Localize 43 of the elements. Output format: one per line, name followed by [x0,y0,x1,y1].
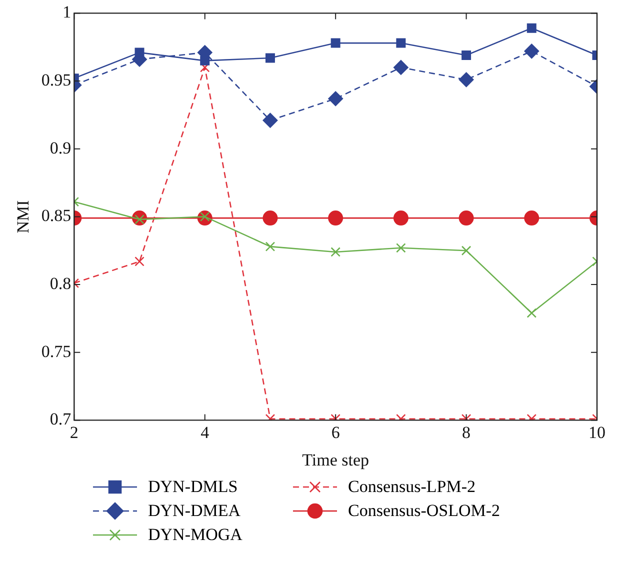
point [526,23,536,33]
x-axis-title: Time step [302,450,370,470]
point [200,62,210,72]
y-tick-label: 0.7 [50,410,72,429]
point [262,112,278,128]
y-tick-label: 0.9 [50,138,72,158]
y-tick-label: 0.85 [41,206,72,226]
point [524,44,540,59]
point [330,38,340,48]
point [262,210,278,226]
x-tick-label: 10 [588,422,606,442]
point [328,91,344,106]
y-axis-title: NMI [14,200,33,234]
x-tick-label: 6 [331,422,340,442]
legend-label: DYN-DMEA [148,501,241,521]
y-tick-label: 0.95 [41,70,72,90]
point [396,38,406,48]
point [461,246,472,256]
point [526,308,537,318]
legend-label: Consensus-LPM-2 [348,477,476,497]
point [265,53,275,63]
legend-label: DYN-DMLS [148,477,238,497]
y-tick-label: 0.8 [50,274,72,293]
point [330,247,340,257]
legend-label: Consensus-OSLOM-2 [348,501,500,521]
point [134,48,144,58]
x-tick-label: 2 [70,422,78,442]
point [393,60,408,75]
y-tick-label: 1 [62,2,72,22]
point [134,256,144,266]
point [524,210,540,226]
point [458,72,474,88]
point [462,50,472,60]
y-tick-label: 0.75 [41,342,72,361]
point [200,56,210,66]
point [328,210,344,226]
x-tick-label: 8 [462,422,471,442]
point [396,243,406,253]
point [265,242,276,252]
point [458,210,474,226]
x-tick-label: 4 [200,422,210,442]
point [393,210,408,226]
legend-label: DYN-MOGA [148,525,242,545]
